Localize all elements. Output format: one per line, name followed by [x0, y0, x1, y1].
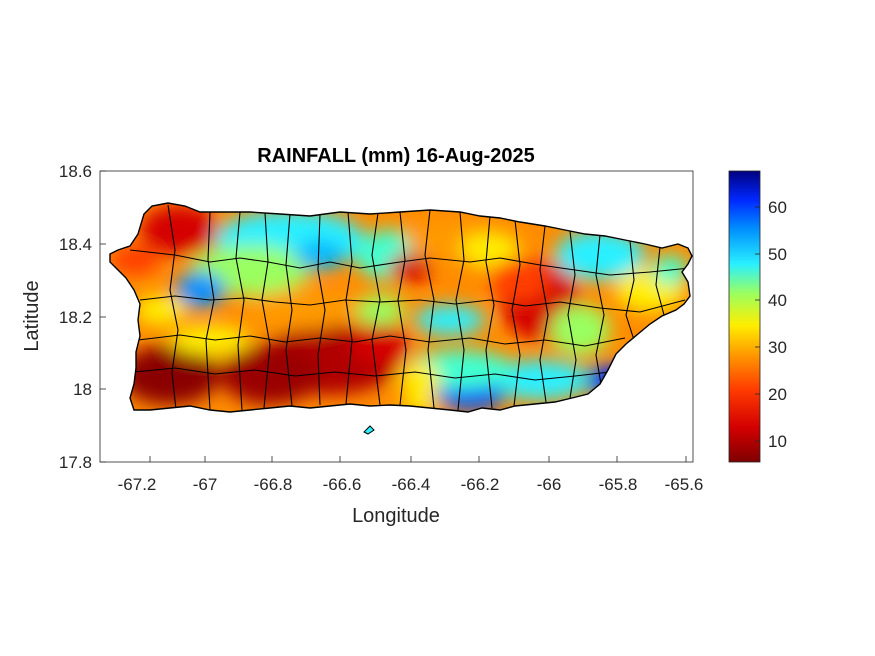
municipal-boundaries: [129, 204, 691, 411]
x-tick-label: -65.6: [665, 475, 704, 494]
y-tick-label: 18.6: [59, 162, 92, 181]
colorbar-tick-label: 50: [768, 245, 787, 264]
rainfall-field: [110, 203, 692, 412]
x-axis-label: Longitude: [352, 505, 440, 527]
y-axis-label: Latitude: [21, 280, 43, 351]
x-tick-label: -66.2: [461, 475, 500, 494]
islet-outline: [363, 425, 375, 435]
x-tick-label: -67.2: [118, 475, 157, 494]
colorbar-tick-label: 20: [768, 385, 787, 404]
x-tick-label: -66.6: [323, 475, 362, 494]
x-axis: [149, 456, 687, 462]
colorbar: 60 50 40 30 20 10: [728, 170, 787, 463]
colorbar-tick-label: 10: [768, 432, 787, 451]
x-tick-label: -65.8: [599, 475, 638, 494]
colorbar-tick-label: 60: [768, 198, 787, 217]
y-tick-label: 18.2: [59, 308, 92, 327]
colorbar-tick-label: 30: [768, 338, 787, 357]
island-outline: [109, 202, 693, 413]
colorbar-gradient: [728, 170, 761, 463]
colorbar-tick-label: 40: [768, 291, 787, 310]
x-tick-label: -67: [193, 475, 218, 494]
y-tick-label: 18: [73, 380, 92, 399]
x-tick-label: -66.4: [392, 475, 431, 494]
x-tick-label: -66: [537, 475, 562, 494]
y-axis: [100, 170, 106, 463]
y-tick-label: 18.4: [59, 235, 92, 254]
y-tick-label: 17.8: [59, 453, 92, 472]
x-tick-label: -66.8: [254, 475, 293, 494]
map-title: RAINFALL (mm) 16-Aug-2025: [257, 145, 534, 167]
